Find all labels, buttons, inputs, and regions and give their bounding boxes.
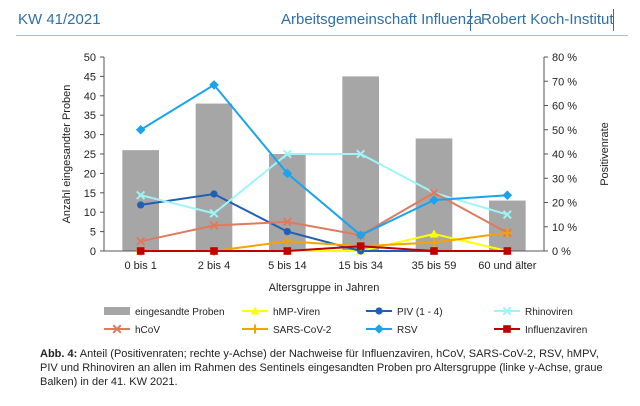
- institute-label: Robert Koch-Institut: [481, 11, 614, 28]
- series-marker: [209, 221, 219, 231]
- series-marker: [209, 80, 219, 90]
- series-marker: [356, 242, 365, 250]
- header-rule: [16, 35, 628, 36]
- y2-axis-title: Positivenrate: [599, 122, 611, 186]
- y2-tick-label: 0 %: [552, 246, 571, 258]
- series-marker: [282, 236, 292, 246]
- y-tick-label: 20: [84, 168, 96, 180]
- legend-label: Influenzaviren: [525, 325, 587, 336]
- series-marker: [209, 208, 219, 218]
- calendar-week-label: KW 41/2021: [18, 11, 101, 28]
- y-tick-label: 15: [84, 188, 96, 200]
- legend-label: Rhinoviren: [525, 307, 573, 318]
- y2-tick-label: 80 %: [552, 52, 577, 64]
- series-marker: [429, 195, 439, 205]
- y2-tick-label: 10 %: [552, 222, 577, 234]
- series-marker: [430, 247, 438, 255]
- legend-label: PIV (1 - 4): [397, 307, 443, 318]
- series-marker: [210, 247, 218, 255]
- series-line: [140, 245, 508, 252]
- series-marker: [137, 201, 145, 209]
- x-tick-label: 60 und älter: [478, 260, 536, 272]
- caption-label: Abb. 4:: [40, 348, 78, 360]
- legend-label: eingesandte Proben: [135, 307, 225, 318]
- series-marker: [136, 190, 146, 200]
- y2-tick-label: 40 %: [552, 149, 577, 161]
- y-tick-label: 35: [84, 110, 96, 122]
- legend-marker: [250, 324, 260, 334]
- x-tick-label: 5 bis 14: [268, 260, 307, 272]
- legend-label: hMP-Viren: [273, 307, 320, 318]
- series-line: [140, 153, 508, 216]
- header-divider: [470, 9, 471, 31]
- legend-label: RSV: [397, 325, 418, 336]
- bar: [342, 76, 379, 252]
- x-tick-label: 0 bis 1: [124, 260, 156, 272]
- combo-chart: 0 5 10 15 20 25 30 35 40 45 50 0 % 10 % 20 % 30 % 40 % 5…: [61, 52, 611, 336]
- y2-tick-label: 70 %: [552, 76, 577, 88]
- series-marker: [282, 149, 292, 159]
- series-marker: [283, 247, 292, 255]
- series-marker: [135, 124, 146, 135]
- legend-marker: [374, 324, 384, 334]
- y2-tick-label: 20 %: [552, 198, 577, 210]
- page-header: KW 41/2021 Arbeitsgemeinschaft Influenza…: [0, 0, 640, 40]
- organization-label: Arbeitsgemeinschaft Influenza: [281, 11, 482, 28]
- y-axis-title: Anzahl eingesandter Proben: [61, 85, 73, 224]
- legend-marker: [375, 307, 383, 315]
- y2-tick-label: 50 %: [552, 125, 577, 137]
- series-marker: [283, 228, 291, 236]
- header-divider: [613, 9, 614, 31]
- series-line: [140, 83, 508, 237]
- figure-caption: Abb. 4: Anteil (Positivenraten; rechte y…: [40, 347, 615, 389]
- legend-marker: [250, 306, 260, 315]
- series-marker: [210, 190, 218, 198]
- x-tick-label: 35 bis 59: [412, 260, 457, 272]
- series-marker: [503, 247, 512, 255]
- legend-marker: [503, 325, 511, 333]
- series-marker: [282, 168, 293, 179]
- series-marker: [429, 238, 439, 248]
- x-axis-title: Altersgruppe in Jahren: [269, 282, 380, 294]
- y-tick-label: 10: [84, 207, 96, 219]
- series-marker: [502, 210, 512, 220]
- series-marker: [282, 217, 292, 227]
- legend-label: SARS-CoV-2: [273, 325, 332, 336]
- y-tick-label: 40: [84, 91, 96, 103]
- legend-swatch: [104, 307, 130, 315]
- y-tick-label: 25: [84, 149, 96, 161]
- series-marker: [429, 229, 439, 238]
- y-tick-label: 45: [84, 71, 96, 83]
- series-marker: [355, 230, 366, 241]
- bar: [122, 150, 159, 251]
- y2-tick-label: 60 %: [552, 101, 577, 113]
- y2-tick-label: 30 %: [552, 173, 577, 185]
- series-marker: [502, 228, 512, 238]
- y-tick-label: 5: [90, 227, 96, 239]
- bar: [269, 154, 306, 251]
- x-tick-label: 2 bis 4: [198, 260, 230, 272]
- legend-label: hCoV: [135, 325, 160, 336]
- series-marker: [136, 247, 145, 255]
- y-tick-label: 50: [84, 52, 96, 64]
- caption-text: Anteil (Positivenraten; rechte y-Achse) …: [40, 348, 603, 388]
- series-marker: [356, 149, 366, 159]
- y-tick-label: 30: [84, 130, 96, 142]
- series-marker: [502, 190, 513, 201]
- legend-marker: [502, 306, 512, 316]
- legend-marker: [112, 324, 122, 334]
- series-marker: [429, 188, 439, 198]
- y-tick-label: 0: [90, 246, 96, 258]
- series-marker: [136, 236, 146, 246]
- x-tick-label: 15 bis 34: [338, 260, 383, 272]
